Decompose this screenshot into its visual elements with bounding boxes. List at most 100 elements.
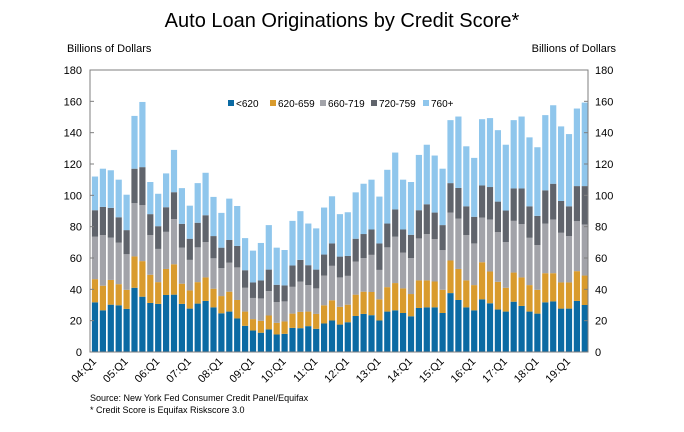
bar-segment-3-17-Q4 (526, 237, 533, 286)
x-tick-label: 16:Q1 (449, 356, 479, 386)
bar-segment-5-11-Q3 (328, 196, 336, 244)
bar-segment-2-18-Q3 (550, 273, 557, 302)
y-tick-label-left: 140 (64, 128, 82, 140)
x-tick-label: 12:Q1 (322, 356, 352, 386)
bar-segment-5-13-Q3 (392, 152, 399, 210)
bar-segment-3-16-Q3 (486, 219, 494, 272)
bar-segment-3-17-Q2 (510, 220, 517, 273)
bar-segment-5-08-Q1 (218, 212, 225, 248)
bar-segment-5-16-Q2 (479, 119, 486, 186)
bar-segment-1-09-Q1 (249, 330, 257, 352)
bar-segment-2-06-Q4 (178, 283, 185, 304)
bar-segment-5-08-Q2 (226, 198, 233, 240)
legend-swatch (320, 100, 326, 106)
bar-segment-5-07-Q4 (210, 196, 217, 237)
bar-segment-1-11-Q4 (336, 324, 343, 352)
bar-segment-2-08-Q1 (218, 296, 225, 314)
y-ticks: 0 0 20 20 40 40 60 60 80 80 100 100 120 120 140 140 160 1… (64, 65, 614, 359)
y-axis-label-right: Billions of Dollars (532, 43, 617, 55)
bar-segment-3-18-Q1 (534, 244, 541, 290)
bar-segment-3-04-Q2 (99, 235, 106, 286)
bar-segment-1-18-Q1 (534, 313, 541, 352)
bar-segment-2-05-Q1 (123, 289, 130, 309)
bar-segment-2-18-Q4 (558, 282, 565, 309)
bar-segment-3-15-Q4 (463, 235, 470, 281)
bar-segment-3-10-Q2 (289, 286, 296, 314)
bar-segment-3-06-Q3 (170, 219, 178, 265)
x-tick-label: 17:Q1 (480, 356, 510, 386)
bar-segment-5-12-Q1 (344, 212, 351, 256)
y-tick-label-left: 100 (64, 190, 82, 202)
bar-segment-5-06-Q1 (155, 193, 162, 227)
bar-segment-3-13-Q4 (400, 252, 407, 289)
bar-segment-1-11-Q1 (313, 328, 320, 352)
bar-segment-2-19-Q2 (573, 271, 580, 301)
bar-segment-4-07-Q2 (194, 222, 201, 248)
bar-segment-1-07-Q1 (186, 308, 193, 352)
bar-segment-3-13-Q3 (392, 236, 399, 284)
bar-segment-5-04-Q4 (115, 179, 122, 218)
bar-segment-4-16-Q2 (479, 185, 486, 218)
bar-segment-1-05-Q3 (139, 296, 146, 352)
x-tick-label: 09:Q1 (227, 356, 257, 386)
bar-segment-2-14-Q4 (431, 281, 438, 308)
bar-segment-4-18-Q2 (542, 190, 549, 224)
bar-segment-1-04-Q1 (91, 302, 99, 352)
bar-segment-5-04-Q2 (99, 168, 106, 207)
bar-segment-1-11-Q3 (328, 320, 336, 352)
bar-segment-2-16-Q4 (494, 281, 501, 310)
x-tick-label: 04:Q1 (69, 356, 99, 386)
bar-segment-4-12-Q3 (360, 234, 367, 258)
legend-swatch (423, 100, 429, 106)
bar-segment-2-09-Q4 (273, 322, 280, 335)
bar-segment-2-13-Q2 (384, 287, 391, 312)
bar-segment-3-14-Q2 (415, 238, 422, 281)
bar-segment-5-06-Q3 (170, 149, 178, 193)
bar-segment-3-10-Q1 (281, 301, 288, 322)
bar-segment-2-11-Q3 (328, 300, 336, 321)
bar-segment-4-13-Q1 (376, 243, 383, 270)
y-tick-label-right: 40 (595, 284, 607, 296)
bar-segment-5-11-Q4 (336, 214, 343, 257)
bar-segment-1-13-Q1 (376, 320, 383, 352)
bar-segment-1-19-Q3 (581, 305, 588, 352)
bar-segment-2-16-Q3 (486, 271, 494, 304)
bar-segment-3-15-Q3 (455, 218, 462, 269)
bar-segment-4-09-Q4 (273, 284, 280, 303)
bar-segment-2-08-Q3 (234, 299, 241, 319)
bar-segment-4-09-Q2 (257, 280, 264, 299)
bar-segment-1-19-Q1 (565, 308, 573, 352)
bar-segment-1-17-Q2 (510, 301, 517, 352)
bar-segment-2-16-Q2 (479, 262, 486, 300)
bar-segment-2-10-Q3 (297, 311, 304, 329)
bar-segment-4-15-Q2 (447, 183, 454, 213)
bar-segment-2-15-Q1 (439, 289, 446, 313)
bar-segment-4-14-Q3 (423, 204, 430, 235)
bar-segment-4-18-Q3 (550, 183, 557, 220)
bar-segment-1-13-Q3 (392, 310, 399, 352)
bar-segment-4-12-Q1 (344, 255, 351, 276)
bar-segment-3-08-Q1 (218, 268, 225, 297)
bar-segment-1-14-Q4 (431, 307, 438, 352)
bar-segment-3-11-Q3 (328, 265, 336, 301)
bar-segment-3-13-Q2 (384, 247, 391, 288)
y-tick-label-left: 60 (70, 253, 82, 265)
chart-title: Auto Loan Originations by Credit Score* (165, 10, 520, 32)
bar-segment-1-10-Q2 (289, 327, 296, 352)
bar-segment-2-13-Q3 (392, 283, 399, 311)
bar-segment-4-04-Q4 (115, 217, 122, 243)
bar-segment-3-17-Q3 (518, 224, 525, 278)
bar-segment-5-10-Q2 (289, 220, 296, 266)
bar-segment-3-11-Q1 (313, 288, 320, 314)
bar-segment-3-05-Q4 (147, 235, 154, 275)
plot-frame (89, 69, 589, 353)
bar-segment-1-14-Q2 (415, 307, 422, 352)
bar-segment-4-19-Q3 (581, 186, 588, 225)
y-tick-label-right: 0 (595, 347, 601, 359)
bar-segment-2-07-Q3 (202, 277, 209, 301)
bar-segment-1-06-Q2 (163, 294, 170, 352)
bar-segment-3-16-Q4 (494, 232, 501, 282)
bar-segment-4-19-Q1 (565, 206, 573, 237)
bar-segment-1-15-Q1 (439, 312, 446, 352)
bar-segment-1-18-Q2 (542, 302, 549, 352)
